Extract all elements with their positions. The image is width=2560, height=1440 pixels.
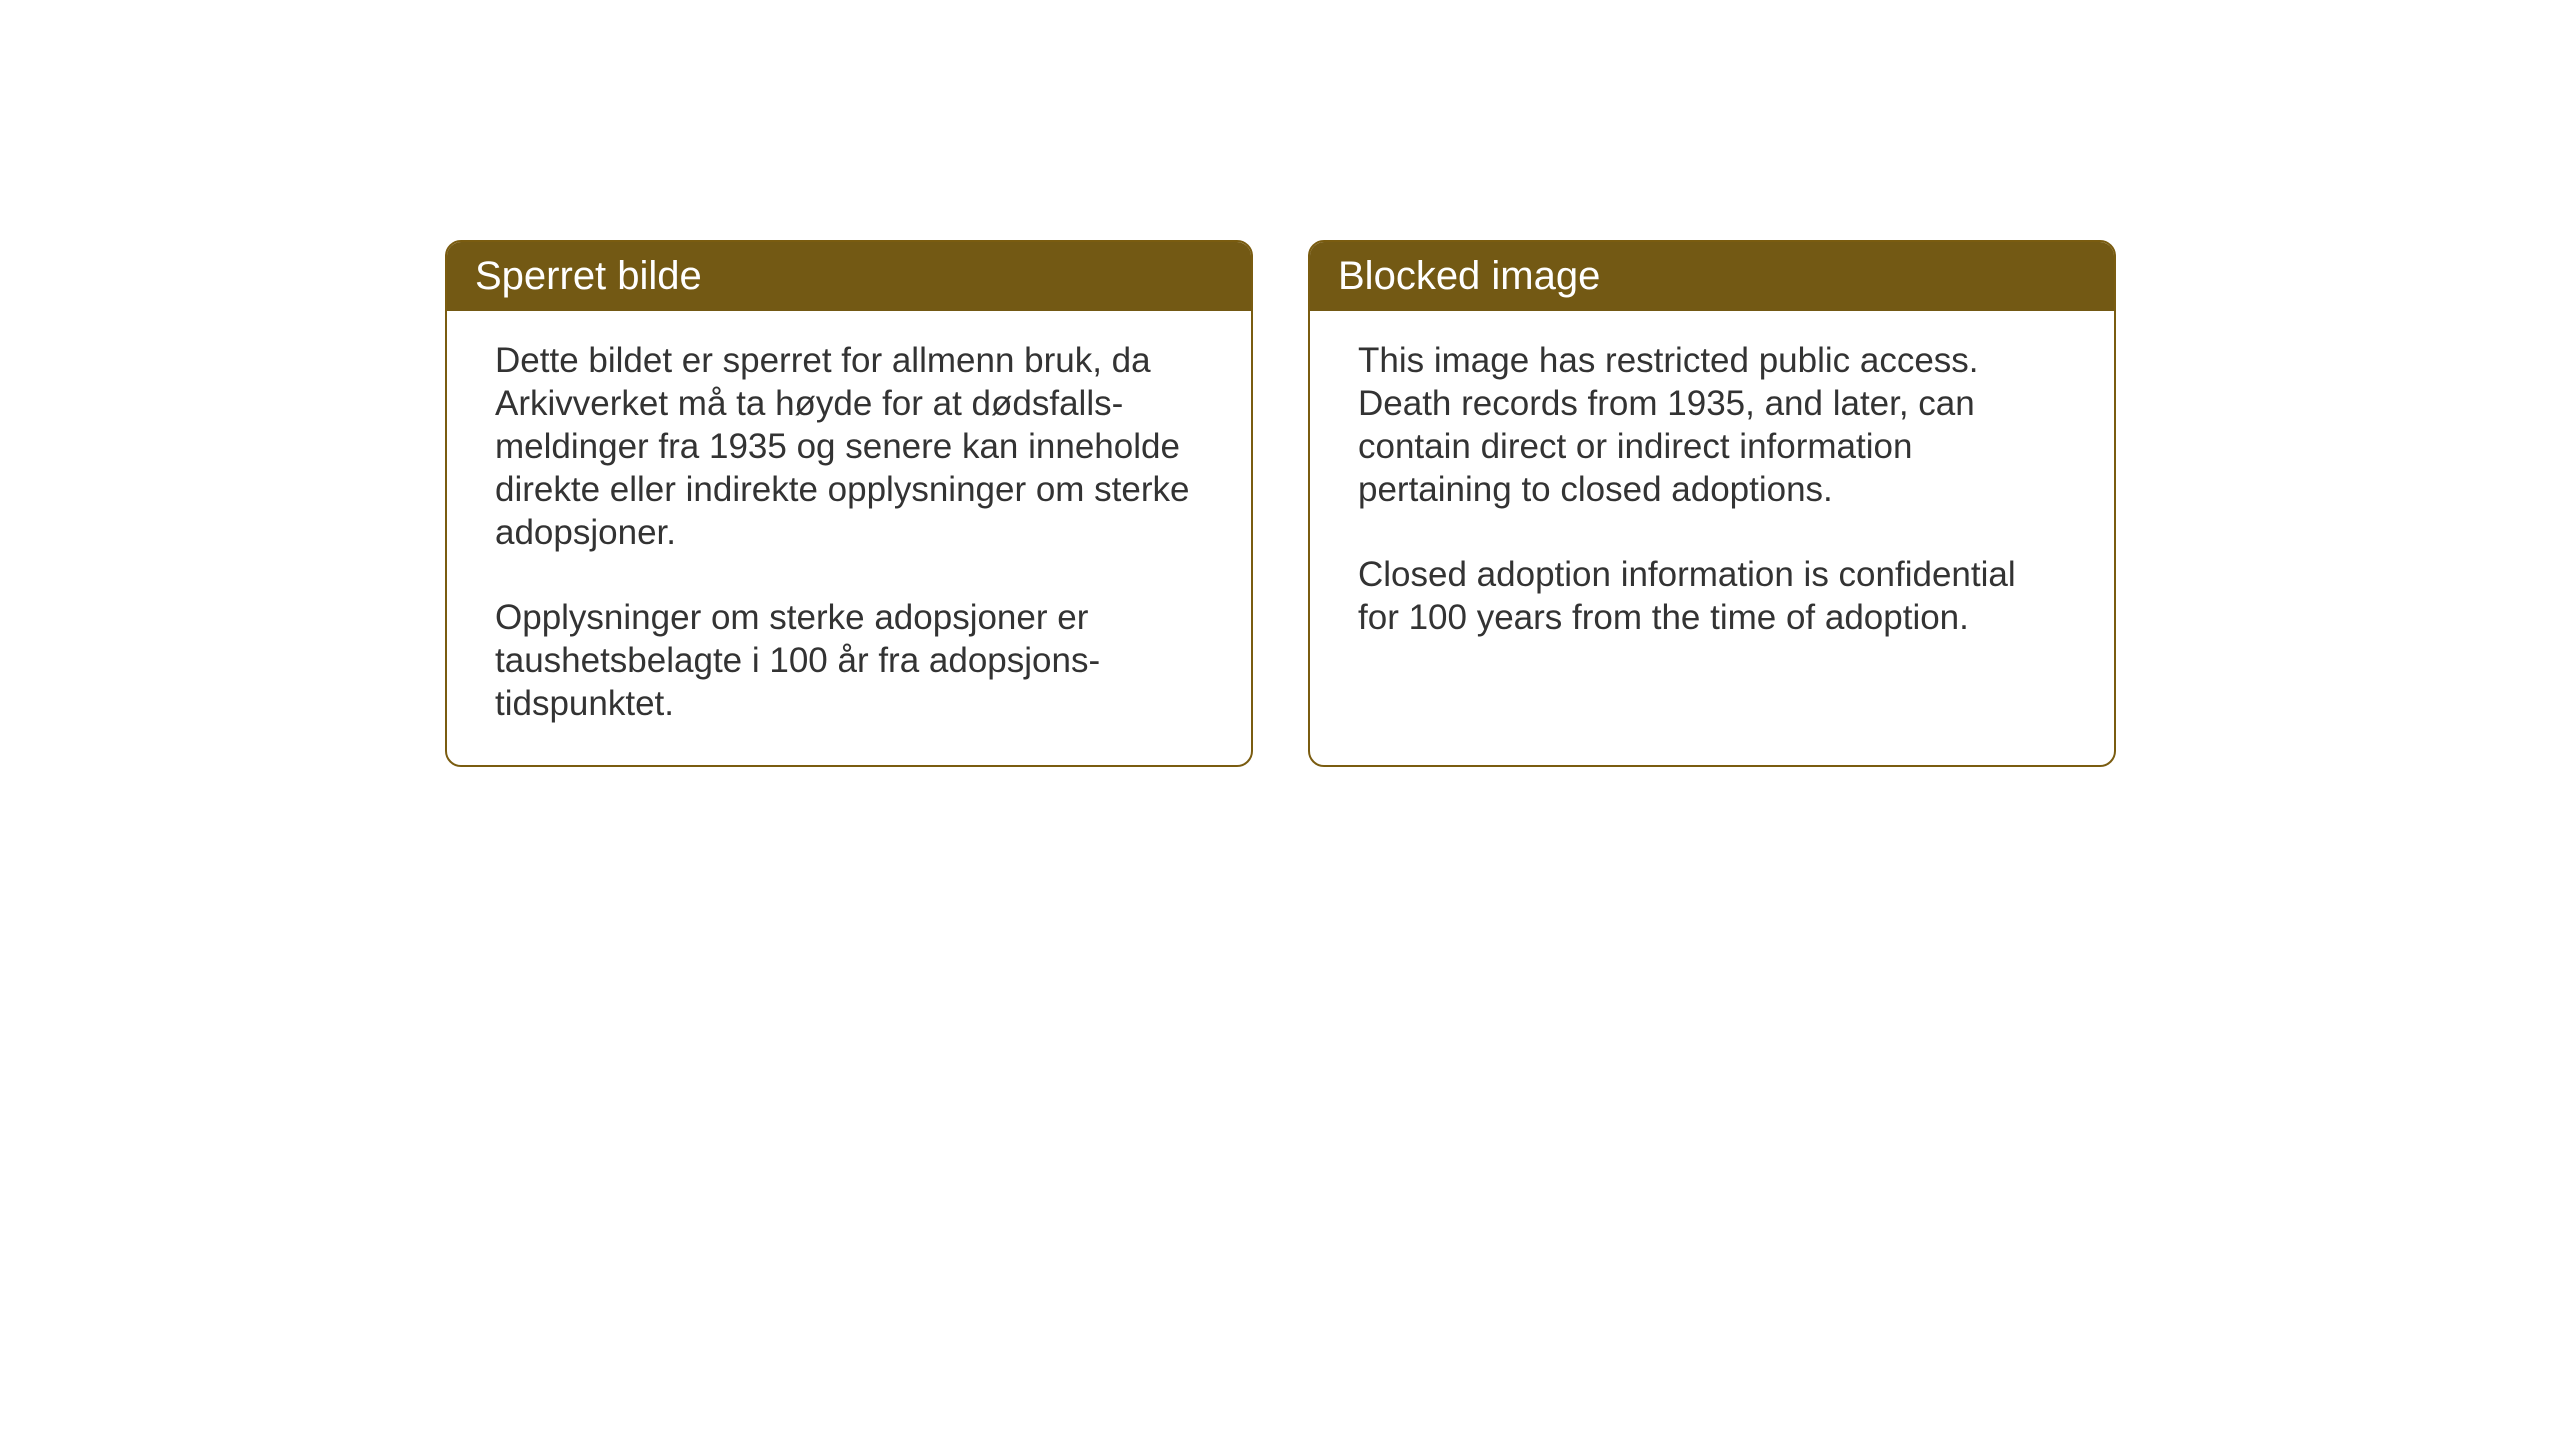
norwegian-card-title: Sperret bilde <box>447 242 1251 311</box>
english-card-title: Blocked image <box>1310 242 2114 311</box>
norwegian-card-body: Dette bildet er sperret for allmenn bruk… <box>447 311 1251 765</box>
english-paragraph-2: Closed adoption information is confident… <box>1358 553 2066 639</box>
english-card-body: This image has restricted public access.… <box>1310 311 2114 751</box>
norwegian-notice-card: Sperret bilde Dette bildet er sperret fo… <box>445 240 1253 767</box>
english-paragraph-1: This image has restricted public access.… <box>1358 339 2066 511</box>
norwegian-paragraph-2: Opplysninger om sterke adopsjoner er tau… <box>495 596 1203 725</box>
norwegian-paragraph-1: Dette bildet er sperret for allmenn bruk… <box>495 339 1203 554</box>
english-notice-card: Blocked image This image has restricted … <box>1308 240 2116 767</box>
notice-container: Sperret bilde Dette bildet er sperret fo… <box>445 240 2116 767</box>
